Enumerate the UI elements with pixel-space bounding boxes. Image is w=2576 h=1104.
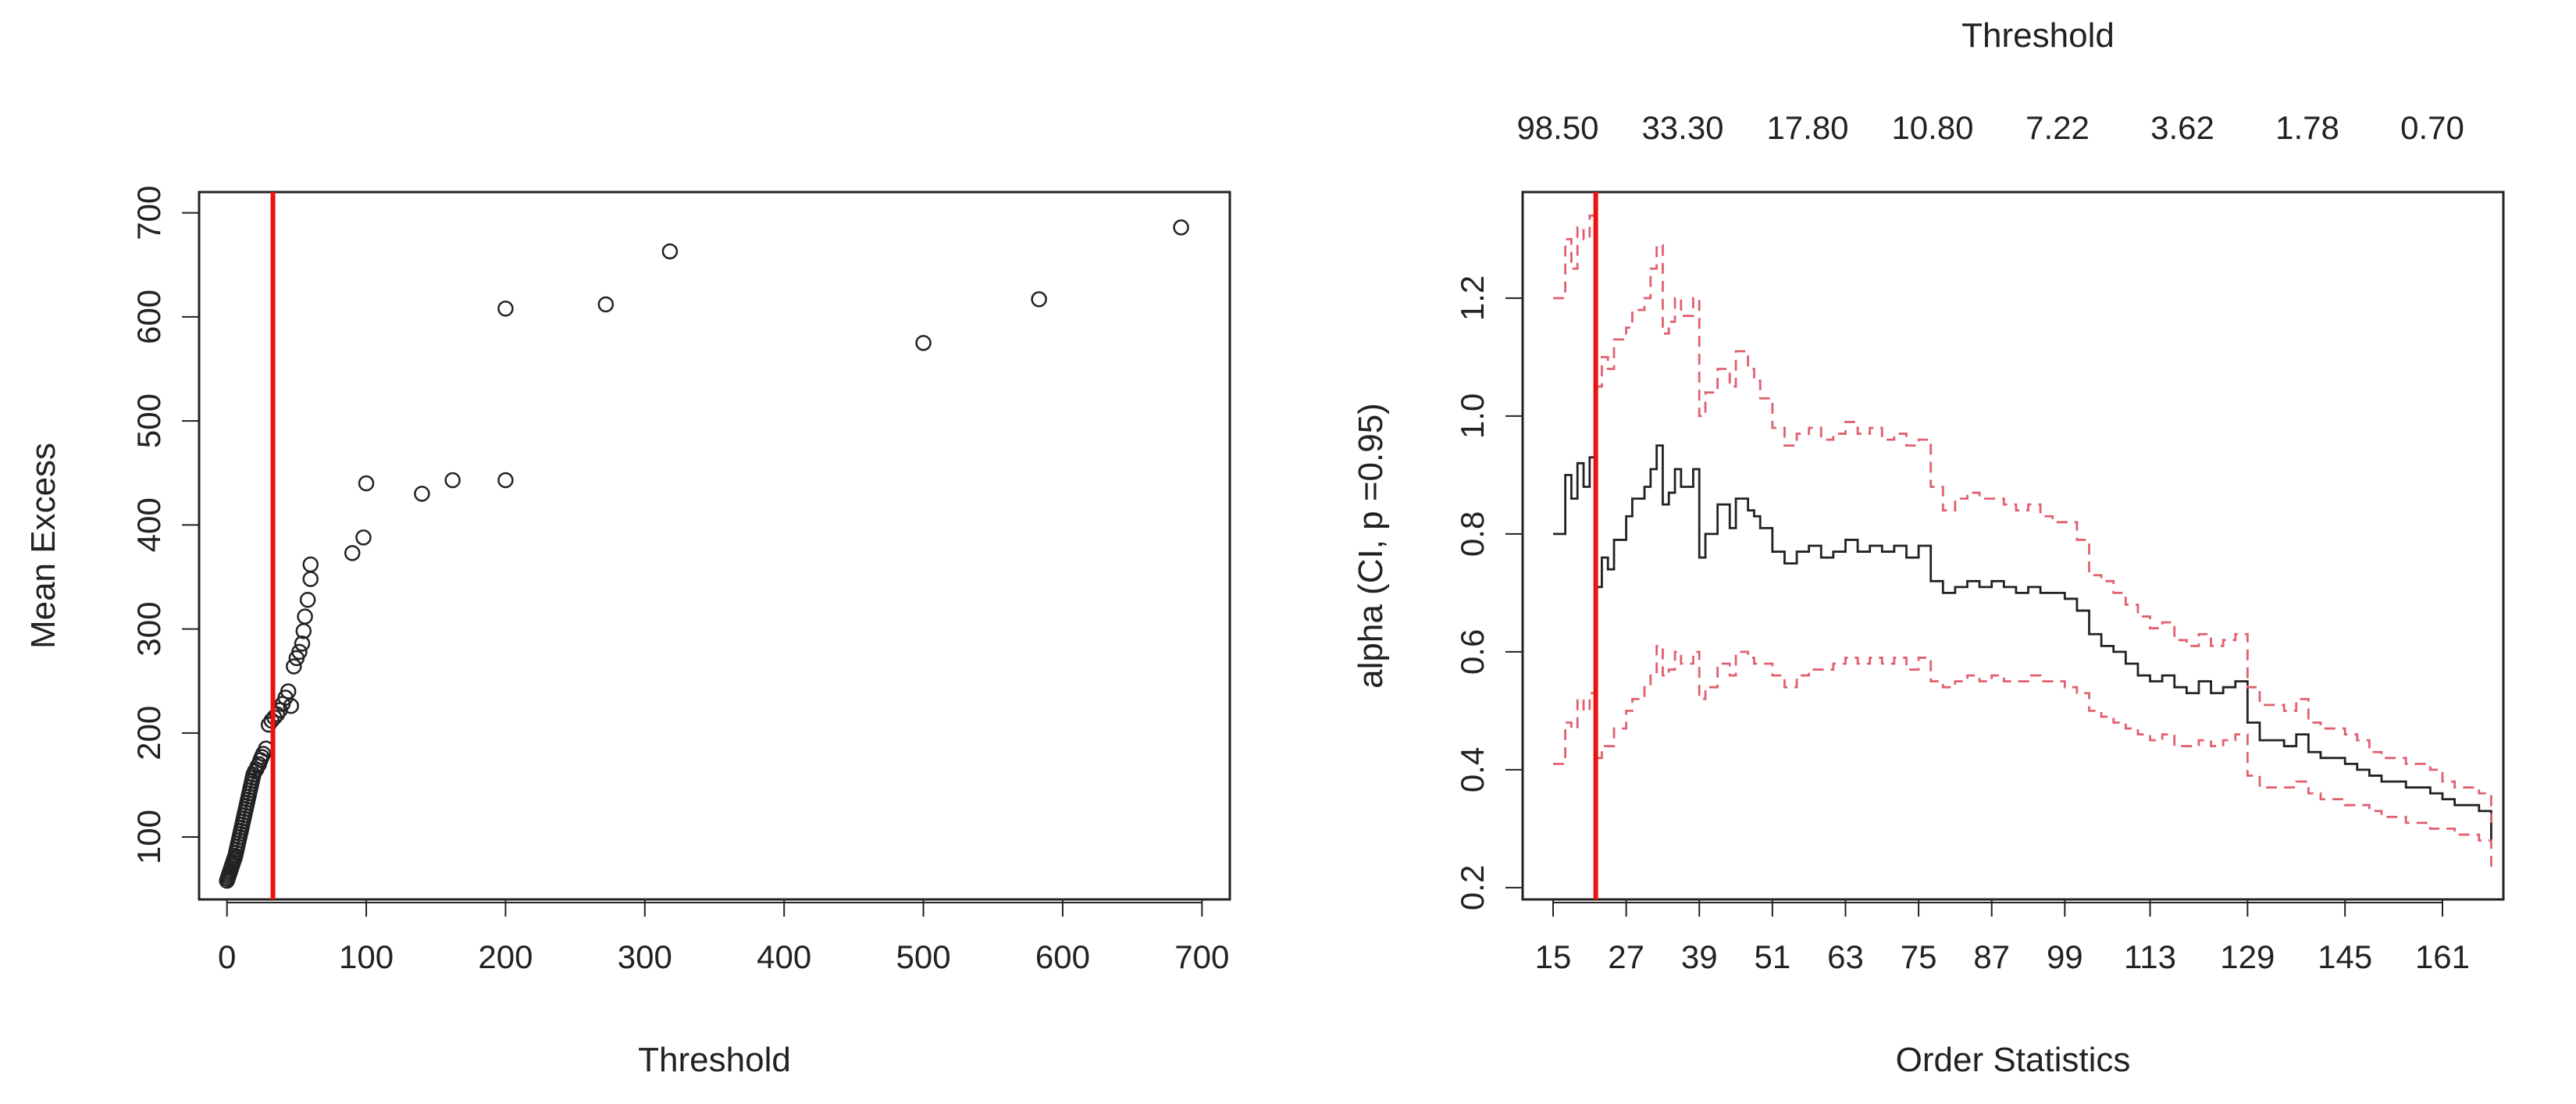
left-x-tick-label: 100: [339, 938, 394, 975]
right-top-tick-label: 10.80: [1891, 109, 1973, 146]
right-x-tick-label: 113: [2124, 938, 2176, 975]
left-scatter-points: [219, 219, 1189, 889]
right-y-tick-label: 1.0: [1454, 394, 1491, 439]
data-point: [344, 545, 361, 561]
right-x-tick-label: 145: [2318, 938, 2372, 975]
left-y-tick-label: 400: [130, 497, 167, 552]
right-x-tick-label: 15: [1535, 938, 1572, 975]
right-x-tick-label: 39: [1681, 938, 1718, 975]
left-y-tick-label: 600: [130, 290, 167, 344]
right-y-tick-label: 0.2: [1454, 865, 1491, 910]
left-y-axis: 100 200 300 400 500 600 700: [130, 186, 199, 864]
data-point: [294, 635, 311, 652]
left-y-tick-label: 300: [130, 602, 167, 657]
right-top-tick-label: 1.78: [2275, 109, 2339, 146]
right-series-lines: [1553, 214, 2492, 871]
data-point: [302, 556, 319, 573]
left-y-tick-label: 100: [130, 810, 167, 864]
right-x-tick-label: 99: [2047, 938, 2083, 975]
right-x-axis: 15 27 39 51 63 75 87 99 113 129 145 161: [1535, 899, 2470, 975]
left-y-axis-label: Mean Excess: [24, 443, 62, 649]
left-x-tick-label: 600: [1035, 938, 1090, 975]
left-plot-frame: [198, 191, 1231, 901]
data-point: [497, 472, 514, 489]
right-top-tick-label: 98.50: [1516, 109, 1598, 146]
data-point: [414, 486, 430, 502]
alpha-estimate-line: [1553, 444, 2492, 841]
data-point: [299, 592, 316, 608]
ci-upper-line: [1553, 214, 2492, 823]
data-point: [280, 683, 297, 700]
right-y-tick-label: 1.2: [1454, 276, 1491, 321]
data-point: [291, 643, 308, 661]
data-point: [358, 475, 375, 492]
data-point: [915, 334, 932, 351]
data-point: [286, 658, 302, 675]
right-top-tick-label: 17.80: [1766, 109, 1848, 146]
right-top-tick-label: 7.22: [2026, 109, 2090, 146]
data-point: [444, 472, 461, 489]
data-point: [283, 697, 299, 714]
hill-plot: 15 27 39 51 63 75 87 99 113 129 145 161 0.20.40.60.…: [1352, 16, 2505, 1079]
left-x-axis: 0 100 200 300 400 500 600 700: [218, 899, 1229, 975]
right-top-axis: 98.50 33.30 17.80 10.80 7.22 3.62 1.78 0.70: [1516, 109, 2464, 146]
left-x-tick-label: 700: [1174, 938, 1229, 975]
left-x-tick-label: 500: [896, 938, 951, 975]
right-x-tick-label: 27: [1608, 938, 1644, 975]
data-point: [1173, 219, 1189, 236]
right-x-tick-label: 51: [1754, 938, 1790, 975]
right-x-tick-label: 75: [1901, 938, 1937, 975]
left-x-tick-label: 0: [218, 938, 236, 975]
right-top-tick-label: 0.70: [2400, 109, 2464, 146]
mean-excess-plot: 0 100 200 300 400 500 600 700 100 200 300 400 500 60…: [24, 186, 1231, 1079]
right-x-tick-label: 129: [2220, 938, 2275, 975]
right-x-tick-label: 87: [1973, 938, 2010, 975]
right-y-axis: 0.2 0.4 0.6 0.8 1.0 1.2: [1454, 276, 1523, 910]
right-top-tick-label: 3.62: [2150, 109, 2214, 146]
left-x-tick-label: 200: [478, 938, 533, 975]
data-point: [597, 296, 615, 313]
right-y-tick-label: 0.8: [1454, 511, 1491, 557]
right-top-tick-label: 33.30: [1641, 109, 1723, 146]
right-top-axis-label: Threshold: [1961, 16, 2115, 55]
data-point: [355, 529, 372, 546]
left-y-tick-label: 500: [130, 394, 167, 448]
right-x-tick-label: 63: [1827, 938, 1864, 975]
left-y-tick-label: 700: [130, 186, 167, 240]
data-point: [297, 608, 313, 625]
left-x-tick-label: 300: [618, 938, 672, 975]
left-x-tick-label: 400: [757, 938, 811, 975]
right-y-tick-label: 0.6: [1454, 629, 1491, 675]
right-plot-frame: [1521, 191, 2505, 901]
left-x-axis-label: Threshold: [638, 1041, 791, 1079]
data-point: [497, 300, 514, 317]
right-x-axis-label: Order Statistics: [1896, 1041, 2131, 1079]
right-x-tick-label: 161: [2415, 938, 2470, 975]
left-y-tick-label: 200: [130, 706, 167, 760]
right-y-tick-label: 0.4: [1454, 747, 1491, 792]
data-point: [1031, 290, 1047, 308]
data-point: [661, 243, 679, 260]
right-y-axis-label: alpha (CI, p =0.95): [1352, 403, 1390, 689]
